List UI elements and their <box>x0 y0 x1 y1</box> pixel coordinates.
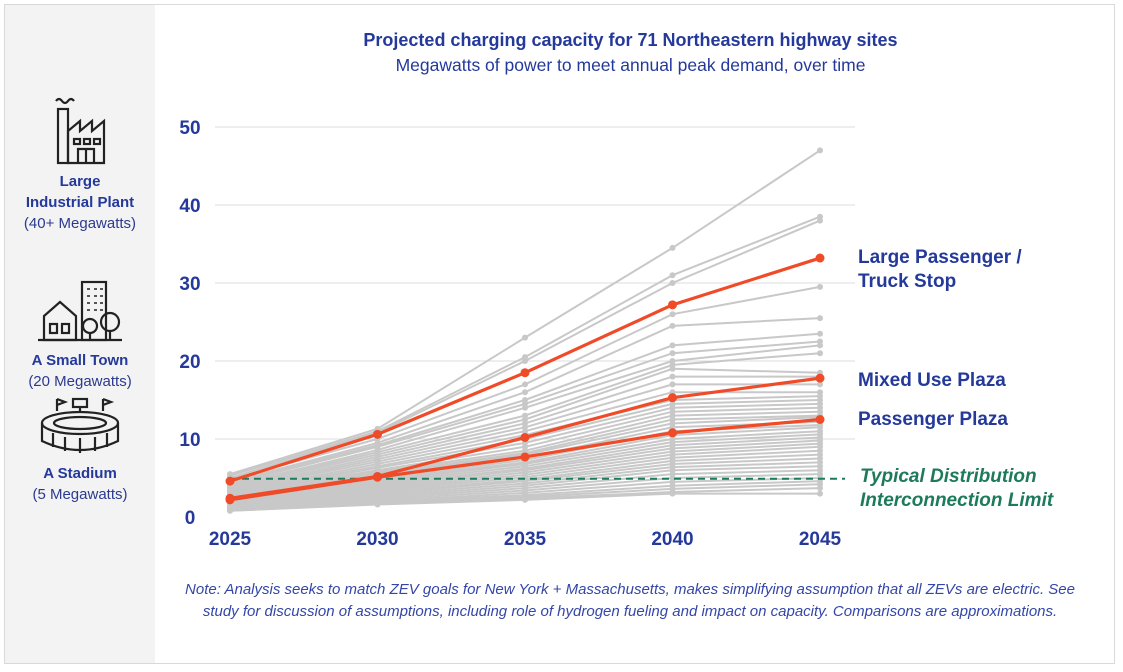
background-point <box>522 389 528 396</box>
reference-sidebar: Large Industrial Plant (40+ Megawatts) <box>5 5 155 663</box>
highlight-point <box>668 428 677 438</box>
figure-frame: Large Industrial Plant (40+ Megawatts) <box>4 4 1115 664</box>
factory-icon <box>55 97 106 165</box>
background-point <box>669 311 676 318</box>
highlight-point <box>815 373 825 383</box>
highlight-point <box>520 368 530 378</box>
y-axis: 0 10 20 30 40 50 <box>179 118 200 529</box>
x-tick-label: 2025 <box>209 529 252 550</box>
series-label: Mixed Use Plaza <box>858 370 1006 391</box>
background-point <box>669 244 676 251</box>
reference-capacity: (40+ Megawatts) <box>23 215 137 232</box>
y-tick-label: 20 <box>179 352 200 373</box>
series-label: Truck Stop <box>858 271 956 292</box>
background-point <box>669 272 676 279</box>
highlight-point <box>373 429 382 439</box>
background-point <box>817 147 823 154</box>
background-point <box>817 490 823 497</box>
background-point <box>522 381 528 388</box>
reference-name-line-1: A Stadium <box>43 465 117 482</box>
background-point <box>669 342 676 349</box>
town-icon <box>38 280 122 342</box>
footnote: Note: Analysis seeks to match ZEV goals … <box>185 581 1075 620</box>
background-point <box>817 342 823 349</box>
series-labels: Large Passenger / Truck Stop Mixed Use Pla… <box>858 247 1022 430</box>
background-point <box>669 280 676 286</box>
y-tick-label: 40 <box>179 196 200 217</box>
x-tick-label: 2040 <box>651 529 693 550</box>
background-point <box>817 485 823 492</box>
y-tick-label: 50 <box>179 118 200 139</box>
reference-name-line-1: A Small Town <box>31 352 129 369</box>
background-point <box>669 381 676 388</box>
background-point <box>522 358 528 364</box>
background-point <box>669 490 676 497</box>
chart-title: Projected charging capacity for 71 North… <box>363 30 898 50</box>
highlight-series-group <box>225 253 825 505</box>
reference-name-line-2: Industrial Plant <box>25 194 135 211</box>
stadium-icon <box>40 397 120 453</box>
background-point <box>817 381 823 388</box>
reference-name-line-1: Large <box>59 173 101 190</box>
y-tick-label: 0 <box>185 508 196 529</box>
highlight-point <box>373 472 382 482</box>
reference-capacity: (20 Megawatts) <box>28 373 132 390</box>
background-point <box>522 496 528 503</box>
background-point <box>669 322 676 329</box>
reference-line-group: Typical Distribution Interconnection Limi… <box>230 466 1054 511</box>
background-point <box>522 334 528 341</box>
background-point <box>817 217 823 224</box>
reference-small-town: A Small Town (20 Megawatts) <box>5 276 155 392</box>
highlight-point <box>815 415 825 424</box>
background-point <box>227 507 233 514</box>
x-axis: 2025 2030 2035 2040 2045 <box>209 529 842 550</box>
x-tick-label: 2035 <box>504 529 547 550</box>
series-label: Passenger Plaza <box>858 409 1008 430</box>
reference-line-label: Typical Distribution <box>860 466 1037 487</box>
background-point <box>669 350 676 357</box>
reference-line-label: Interconnection Limit <box>860 490 1054 511</box>
highlight-point <box>520 432 530 442</box>
background-point <box>817 315 823 322</box>
background-point <box>374 501 381 508</box>
x-tick-label: 2030 <box>356 529 398 550</box>
background-point <box>817 350 823 357</box>
highlight-point <box>520 452 530 462</box>
y-tick-label: 30 <box>179 274 200 295</box>
highlight-point <box>815 253 825 263</box>
reference-stadium: A Stadium (5 Megawatts) <box>5 395 155 505</box>
background-point <box>669 373 676 380</box>
background-point <box>522 404 528 411</box>
reference-capacity: (5 Megawatts) <box>32 486 128 503</box>
background-point <box>817 283 823 290</box>
y-tick-label: 10 <box>179 430 200 451</box>
series-label: Large Passenger / <box>858 247 1022 268</box>
chart-subtitle: Megawatts of power to meet annual peak d… <box>395 55 866 75</box>
x-tick-label: 2045 <box>799 529 842 550</box>
background-point <box>817 330 823 337</box>
highlight-point <box>668 300 677 310</box>
gridlines <box>215 126 855 440</box>
background-point <box>669 365 676 372</box>
highlight-point <box>225 476 235 486</box>
reference-industrial-plant: Large Industrial Plant (40+ Megawatts) <box>5 87 155 234</box>
highlight-point <box>225 495 235 505</box>
highlight-point <box>668 393 677 403</box>
